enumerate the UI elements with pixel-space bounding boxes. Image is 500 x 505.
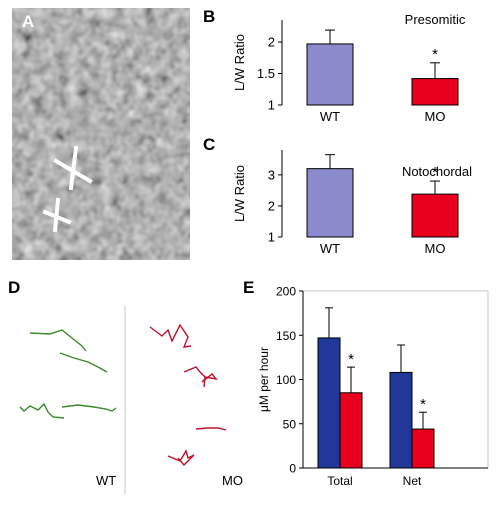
x-tick-label: WT [320, 109, 340, 124]
y-tick-label: 2 [268, 198, 275, 213]
y-tick-label: 2 [268, 35, 275, 50]
panel-label-c: C [203, 135, 216, 154]
significance-marker: * [432, 46, 438, 63]
y-axis-label: μM per hour [257, 347, 271, 412]
bar-net-series-0 [389, 371, 413, 469]
bar-total-series-1 [339, 392, 363, 469]
y-tick-label: 100 [276, 373, 296, 387]
bar-wt [306, 168, 354, 238]
x-tick-label: Net [403, 474, 422, 488]
bar-mo [411, 78, 459, 106]
y-tick-label: 150 [276, 329, 296, 343]
y-tick-label: 3 [268, 167, 275, 182]
significance-marker: * [420, 396, 426, 413]
mo-tracks [149, 323, 227, 467]
y-axis-label: L/W Ratio [232, 34, 247, 91]
y-tick-label: 50 [283, 417, 297, 431]
x-tick-label: Total [327, 474, 352, 488]
microscopy-image [12, 8, 190, 260]
track-label-wt: WT [96, 473, 117, 488]
wt-tracks [19, 329, 117, 419]
panel-label-b: B [203, 7, 216, 26]
chart-title: Presomitic [405, 12, 466, 27]
chart-e-rates: 0 50 100 150 200 μM per hour * Total * Net [257, 285, 489, 488]
panel-label-d: D [8, 278, 21, 297]
panel-label-a: A [22, 12, 35, 31]
bar-mo [411, 193, 459, 238]
cell-axis-markers [42, 145, 93, 233]
chart-title: Notochordal [402, 164, 472, 179]
cell-tracks-panel [19, 305, 227, 495]
y-axis-label: L/W Ratio [232, 165, 247, 222]
x-tick-label: MO [425, 241, 446, 256]
bar-total-series-0 [317, 337, 341, 469]
track-label-mo: MO [222, 473, 243, 488]
y-tick-label: 1 [268, 98, 275, 113]
bar-net-series-1 [411, 428, 435, 469]
chart-c-notochordal: 1 2 3 L/W Ratio Notochordal WT MO * [232, 150, 472, 256]
significance-marker: * [348, 351, 354, 368]
y-tick-label: 1 [268, 230, 275, 245]
panel-label-e: E [243, 278, 255, 297]
y-tick-label: 0 [289, 462, 296, 476]
y-tick-label: 200 [276, 285, 296, 299]
significance-marker: * [432, 164, 438, 181]
x-tick-label: MO [425, 109, 446, 124]
bar-wt [306, 43, 354, 106]
chart-b-presomitic: 1 1.5 2 L/W Ratio Presomitic WT MO * [232, 12, 466, 124]
y-tick-label: 1.5 [257, 66, 275, 81]
x-tick-label: WT [320, 241, 340, 256]
